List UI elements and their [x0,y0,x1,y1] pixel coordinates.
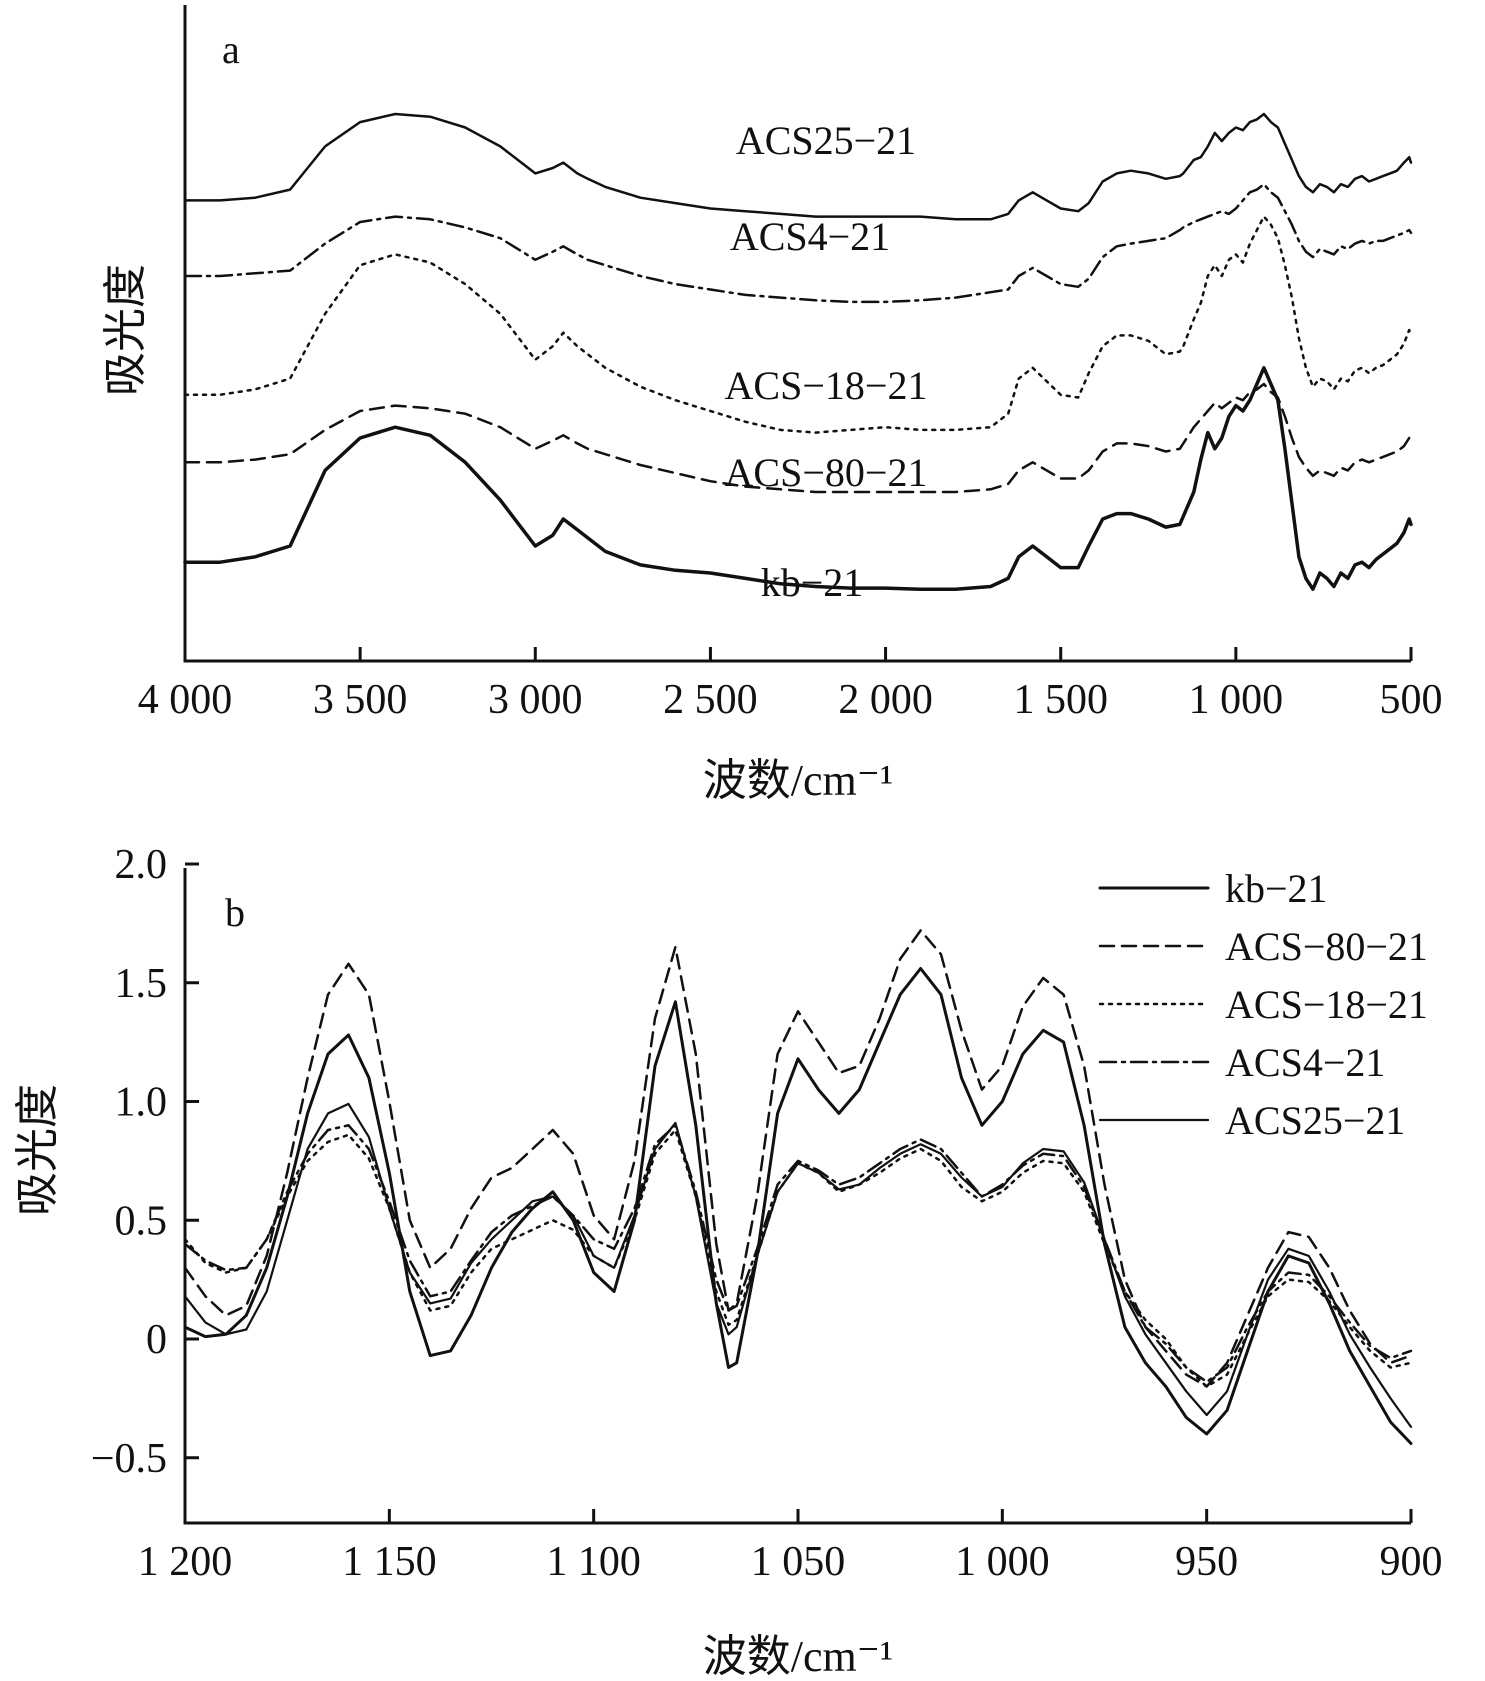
panel-a-chart: a 4 000 3 500 3 000 2 500 2 000 1 500 1 000 500… [101,5,1443,805]
panel-b-y-ticks: −0.5 0 0.5 1.0 1.5 2.0 [91,842,199,1482]
legend-label-acs-80-21: ACS−80−21 [1225,924,1428,969]
series-line-b-acs-18-21 [183,1128,1413,1388]
trace-label-kb-21: kb−21 [761,560,864,605]
x-tick-label: 2 500 [663,677,758,723]
panel-a-letter: a [222,27,240,72]
x-tick-label: 900 [1380,1539,1443,1585]
panel-a-series-group [183,112,1413,591]
panel-a-x-axis-title: 波数/cm⁻¹ [703,756,893,805]
series-line-acs4-21 [183,182,1413,304]
x-tick-label: 2 000 [838,677,933,723]
x-tick-label: 1 100 [546,1539,641,1585]
x-tick-label: 500 [1380,677,1443,723]
trace-label-acs-18-21: ACS−18−21 [725,363,928,408]
x-tick-label: 1 150 [342,1539,437,1585]
x-tick-label: 4 000 [138,677,233,723]
x-tick-label: 3 000 [488,677,583,723]
panel-a-trace-labels: ACS25−21 ACS4−21 ACS−18−21 ACS−80−21 kb−21 [725,118,928,605]
trace-label-acs25-21: ACS25−21 [736,118,916,163]
series-line-acs-80-21 [183,382,1413,494]
y-tick-label: −0.5 [91,1436,167,1482]
panel-a-y-axis-title: 吸光度 [101,264,150,396]
panel-b-legend: kb−21 ACS−80−21 ACS−18−21 ACS4−21 ACS25−21 [1098,866,1428,1143]
panel-b-series-group [183,929,1413,1445]
legend-label-acs-18-21: ACS−18−21 [1225,982,1428,1027]
series-line-acs-18-21 [183,215,1413,434]
y-tick-label: 0.5 [115,1198,168,1244]
x-tick-label: 1 000 [955,1539,1050,1585]
panel-b-y-axis-title: 吸光度 [13,1084,62,1216]
legend-label-kb-21: kb−21 [1225,866,1328,911]
x-tick-label: 3 500 [313,677,408,723]
x-tick-label: 1 000 [1189,677,1284,723]
panel-b-letter: b [225,890,245,935]
x-tick-label: 1 500 [1013,677,1108,723]
series-line-b-kb-21 [183,967,1413,1445]
panel-b-x-axis-title: 波数/cm⁻¹ [703,1632,893,1681]
y-tick-label: 1.0 [115,1080,168,1126]
series-line-b-acs4-21 [183,1124,1413,1384]
series-line-kb-21 [183,366,1413,591]
trace-label-acs-80-21: ACS−80−21 [725,450,928,495]
y-tick-label: 0 [146,1317,167,1363]
legend-label-acs25-21: ACS25−21 [1225,1098,1405,1143]
x-tick-label: 1 200 [138,1539,233,1585]
x-tick-label: 950 [1175,1539,1238,1585]
x-tick-label: 1 050 [751,1539,846,1585]
y-tick-label: 2.0 [115,842,168,888]
panel-b-chart: b 1 200 1 150 1 100 1 050 1 000 950 900 −0.5 0 0… [13,842,1443,1681]
legend-label-acs4-21: ACS4−21 [1225,1040,1385,1085]
series-line-b-acs25-21 [183,1102,1413,1428]
y-tick-label: 1.5 [115,961,168,1007]
panel-b-x-ticks: 1 200 1 150 1 100 1 050 1 000 950 900 [138,1509,1443,1585]
trace-label-acs4-21: ACS4−21 [730,214,890,259]
panel-a-x-ticks: 4 000 3 500 3 000 2 500 2 000 1 500 1 000 500 [138,647,1443,723]
series-line-acs25-21 [183,112,1413,221]
series-line-b-acs-80-21 [183,929,1413,1388]
